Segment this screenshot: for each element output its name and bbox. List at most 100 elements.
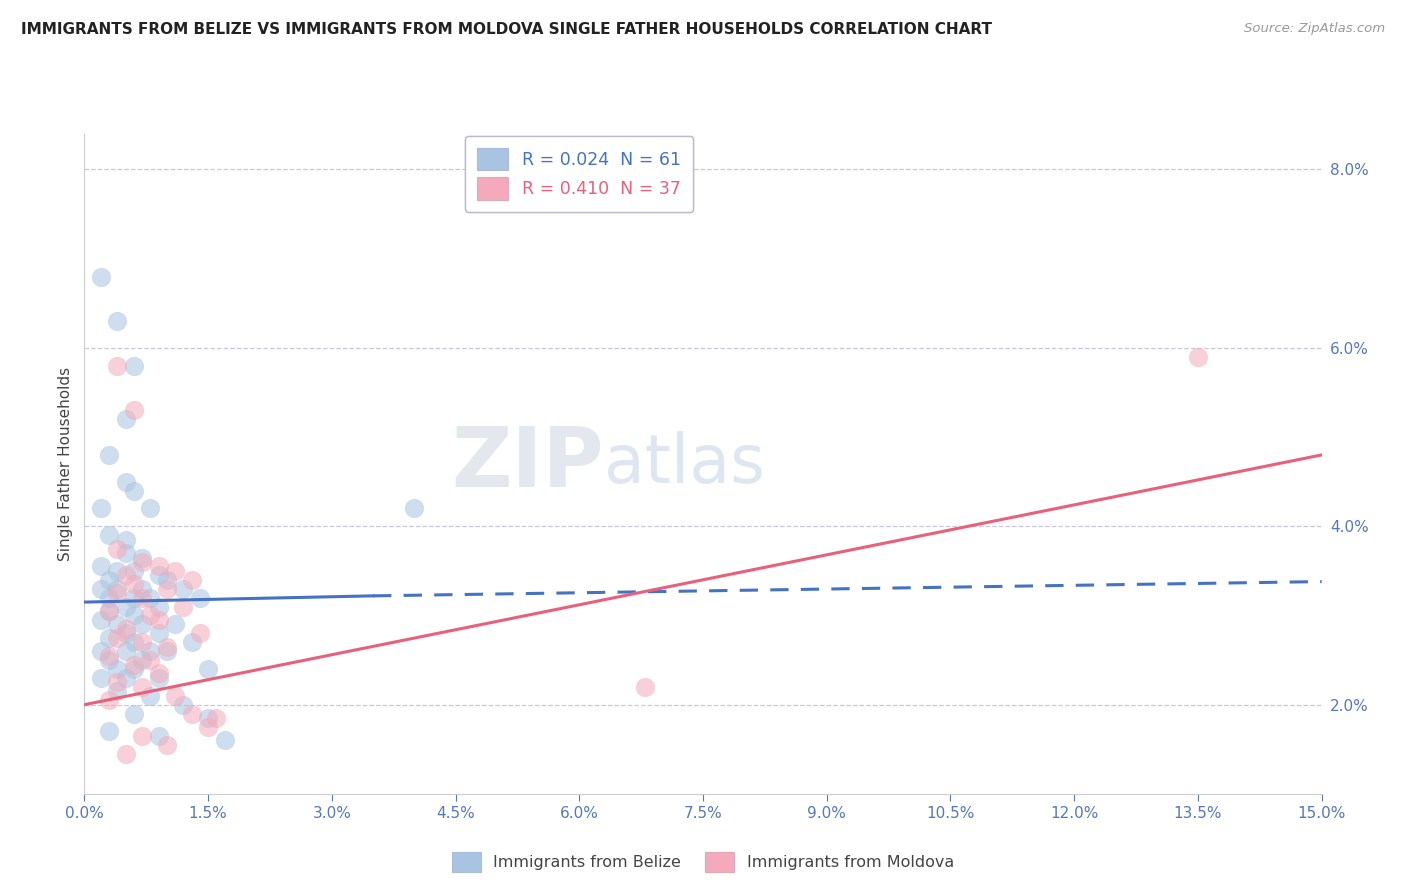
Point bbox=[188, 591, 211, 605]
Point bbox=[172, 698, 194, 712]
Point bbox=[90, 582, 112, 596]
Text: IMMIGRANTS FROM BELIZE VS IMMIGRANTS FROM MOLDOVA SINGLE FATHER HOUSEHOLDS CORRE: IMMIGRANTS FROM BELIZE VS IMMIGRANTS FRO… bbox=[21, 22, 993, 37]
Point bbox=[172, 599, 194, 614]
Point bbox=[165, 617, 187, 632]
Point bbox=[156, 640, 179, 654]
Point bbox=[105, 564, 128, 578]
Point bbox=[114, 622, 136, 636]
Point bbox=[114, 475, 136, 489]
Point bbox=[122, 564, 145, 578]
Point bbox=[114, 546, 136, 560]
Point bbox=[148, 568, 170, 582]
Point bbox=[131, 635, 153, 649]
Point bbox=[105, 631, 128, 645]
Point bbox=[1187, 350, 1209, 364]
Point bbox=[131, 582, 153, 596]
Point bbox=[98, 648, 121, 663]
Point bbox=[98, 653, 121, 667]
Point bbox=[131, 729, 153, 743]
Point bbox=[197, 711, 219, 725]
Point bbox=[165, 564, 187, 578]
Point bbox=[98, 693, 121, 707]
Point bbox=[172, 582, 194, 596]
Point bbox=[122, 359, 145, 373]
Point bbox=[214, 733, 236, 747]
Point bbox=[139, 644, 162, 658]
Point bbox=[404, 501, 426, 516]
Point bbox=[122, 608, 145, 623]
Point bbox=[122, 483, 145, 498]
Point bbox=[98, 591, 121, 605]
Point bbox=[122, 662, 145, 676]
Point bbox=[105, 684, 128, 698]
Legend: Immigrants from Belize, Immigrants from Moldova: Immigrants from Belize, Immigrants from … bbox=[444, 844, 962, 880]
Point bbox=[122, 403, 145, 417]
Point bbox=[139, 608, 162, 623]
Point bbox=[148, 626, 170, 640]
Point bbox=[156, 582, 179, 596]
Point bbox=[156, 738, 179, 752]
Point bbox=[148, 729, 170, 743]
Point bbox=[98, 604, 121, 618]
Point bbox=[180, 635, 202, 649]
Point bbox=[114, 644, 136, 658]
Point bbox=[180, 573, 202, 587]
Point bbox=[90, 671, 112, 685]
Point bbox=[105, 314, 128, 328]
Point bbox=[180, 706, 202, 721]
Point bbox=[148, 671, 170, 685]
Y-axis label: Single Father Households: Single Father Households bbox=[58, 367, 73, 561]
Point bbox=[139, 501, 162, 516]
Point bbox=[90, 269, 112, 284]
Point bbox=[156, 644, 179, 658]
Legend: R = 0.024  N = 61, R = 0.410  N = 37: R = 0.024 N = 61, R = 0.410 N = 37 bbox=[465, 136, 693, 211]
Point bbox=[131, 653, 153, 667]
Point bbox=[131, 591, 153, 605]
Text: Source: ZipAtlas.com: Source: ZipAtlas.com bbox=[1244, 22, 1385, 36]
Point bbox=[114, 671, 136, 685]
Text: ZIP: ZIP bbox=[451, 424, 605, 504]
Point bbox=[105, 617, 128, 632]
Point bbox=[131, 550, 153, 565]
Point bbox=[90, 644, 112, 658]
Point bbox=[114, 626, 136, 640]
Point bbox=[131, 555, 153, 569]
Point bbox=[139, 653, 162, 667]
Point bbox=[165, 689, 187, 703]
Point bbox=[105, 359, 128, 373]
Point bbox=[98, 631, 121, 645]
Point bbox=[122, 635, 145, 649]
Point bbox=[148, 613, 170, 627]
Point bbox=[148, 559, 170, 574]
Point bbox=[90, 613, 112, 627]
Point bbox=[205, 711, 228, 725]
Point bbox=[114, 747, 136, 761]
Point bbox=[156, 573, 179, 587]
Point bbox=[90, 559, 112, 574]
Point bbox=[105, 675, 128, 690]
Point bbox=[131, 680, 153, 694]
Point bbox=[122, 657, 145, 672]
Point bbox=[148, 666, 170, 681]
Point bbox=[105, 541, 128, 556]
Point bbox=[114, 412, 136, 426]
Point bbox=[197, 720, 219, 734]
Point bbox=[148, 599, 170, 614]
Point bbox=[105, 662, 128, 676]
Point bbox=[114, 599, 136, 614]
Point bbox=[131, 617, 153, 632]
Point bbox=[139, 689, 162, 703]
Point bbox=[105, 586, 128, 600]
Point bbox=[114, 533, 136, 547]
Point bbox=[98, 573, 121, 587]
Point bbox=[122, 706, 145, 721]
Point bbox=[98, 604, 121, 618]
Point bbox=[105, 582, 128, 596]
Point bbox=[188, 626, 211, 640]
Point bbox=[122, 577, 145, 591]
Point bbox=[114, 568, 136, 582]
Point bbox=[98, 528, 121, 542]
Point bbox=[197, 662, 219, 676]
Point bbox=[98, 724, 121, 739]
Text: atlas: atlas bbox=[605, 431, 765, 497]
